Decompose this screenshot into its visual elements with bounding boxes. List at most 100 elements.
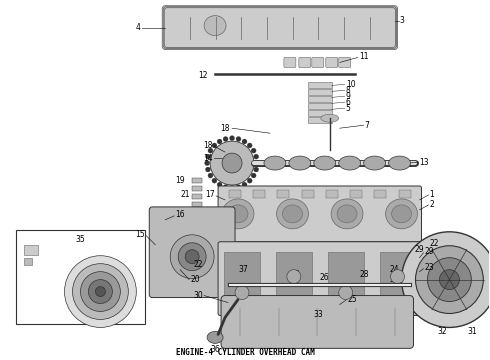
Circle shape [185,250,199,264]
Text: 7: 7 [365,121,369,130]
Circle shape [440,270,460,289]
Circle shape [178,243,206,271]
Circle shape [223,136,228,141]
Text: 31: 31 [467,327,477,336]
Bar [192,250,202,255]
Text: 19: 19 [175,176,185,185]
FancyBboxPatch shape [326,58,338,67]
Bar [308,82,332,88]
Ellipse shape [222,199,254,229]
FancyBboxPatch shape [162,6,397,50]
Text: 22: 22 [429,239,439,248]
Text: 28: 28 [360,270,369,279]
Text: 21: 21 [181,190,190,199]
Text: 33: 33 [313,310,323,319]
Text: 37: 37 [238,265,248,274]
Text: 14: 14 [203,154,213,163]
Circle shape [222,153,242,173]
Ellipse shape [337,205,357,223]
Text: 35: 35 [75,235,85,244]
Text: 23: 23 [424,263,434,272]
Text: 18: 18 [203,141,213,150]
Text: 5: 5 [346,104,350,113]
Text: 30: 30 [194,291,203,300]
Circle shape [217,139,222,144]
Text: 8: 8 [346,86,350,95]
Circle shape [339,285,353,300]
Circle shape [223,185,228,190]
Bar [192,234,202,239]
Circle shape [96,287,105,297]
Text: 18: 18 [220,124,230,133]
Bar [16,230,145,324]
Text: 10: 10 [346,80,355,89]
Ellipse shape [386,199,417,229]
Circle shape [401,232,490,328]
Circle shape [251,173,256,178]
Bar [398,190,411,198]
Ellipse shape [331,199,363,229]
Circle shape [416,246,483,314]
Circle shape [236,136,241,141]
Circle shape [251,148,256,153]
Bar [328,252,364,306]
Circle shape [235,285,249,300]
Bar [192,202,202,207]
Text: 2: 2 [429,201,434,210]
Text: 17: 17 [205,190,215,199]
FancyBboxPatch shape [339,58,351,67]
Text: 3: 3 [399,16,404,25]
Text: 4: 4 [135,23,140,32]
Circle shape [391,270,405,284]
Bar [308,117,332,123]
Bar [24,258,32,265]
Bar [192,218,202,223]
Circle shape [80,272,121,311]
Bar [326,190,338,198]
Circle shape [229,185,235,190]
FancyBboxPatch shape [218,186,421,242]
Bar [277,190,290,198]
Text: 6: 6 [346,98,350,107]
Bar [192,274,202,279]
Circle shape [254,167,259,172]
Ellipse shape [228,205,248,223]
Text: 32: 32 [438,327,447,336]
Text: 9: 9 [346,92,350,101]
Ellipse shape [289,156,311,170]
FancyBboxPatch shape [149,207,235,298]
FancyBboxPatch shape [299,58,311,67]
Ellipse shape [392,205,412,223]
FancyBboxPatch shape [218,242,421,315]
Text: 34: 34 [390,275,399,284]
Circle shape [236,185,241,190]
Ellipse shape [314,156,336,170]
Circle shape [254,161,260,166]
Circle shape [212,143,217,148]
Bar [380,252,416,306]
Text: 11: 11 [360,52,369,61]
Text: 16: 16 [175,210,185,219]
Bar [192,266,202,271]
Text: 29: 29 [415,245,424,254]
FancyBboxPatch shape [221,296,414,348]
Text: 24: 24 [390,265,399,274]
Ellipse shape [321,114,339,122]
Bar [192,226,202,231]
Text: ENGINE-4 CYLINDER OVERHEAD CAM: ENGINE-4 CYLINDER OVERHEAD CAM [175,348,315,357]
Circle shape [210,141,254,185]
Bar [308,110,332,116]
Circle shape [247,143,252,148]
FancyBboxPatch shape [284,58,296,67]
Circle shape [205,161,210,166]
Bar [192,178,202,183]
Text: 20: 20 [190,275,200,284]
Bar [374,190,386,198]
Circle shape [205,154,210,159]
FancyBboxPatch shape [163,7,396,49]
Text: 26: 26 [320,273,329,282]
Circle shape [229,136,235,141]
Ellipse shape [204,15,226,36]
Circle shape [89,280,112,303]
Bar [192,210,202,215]
